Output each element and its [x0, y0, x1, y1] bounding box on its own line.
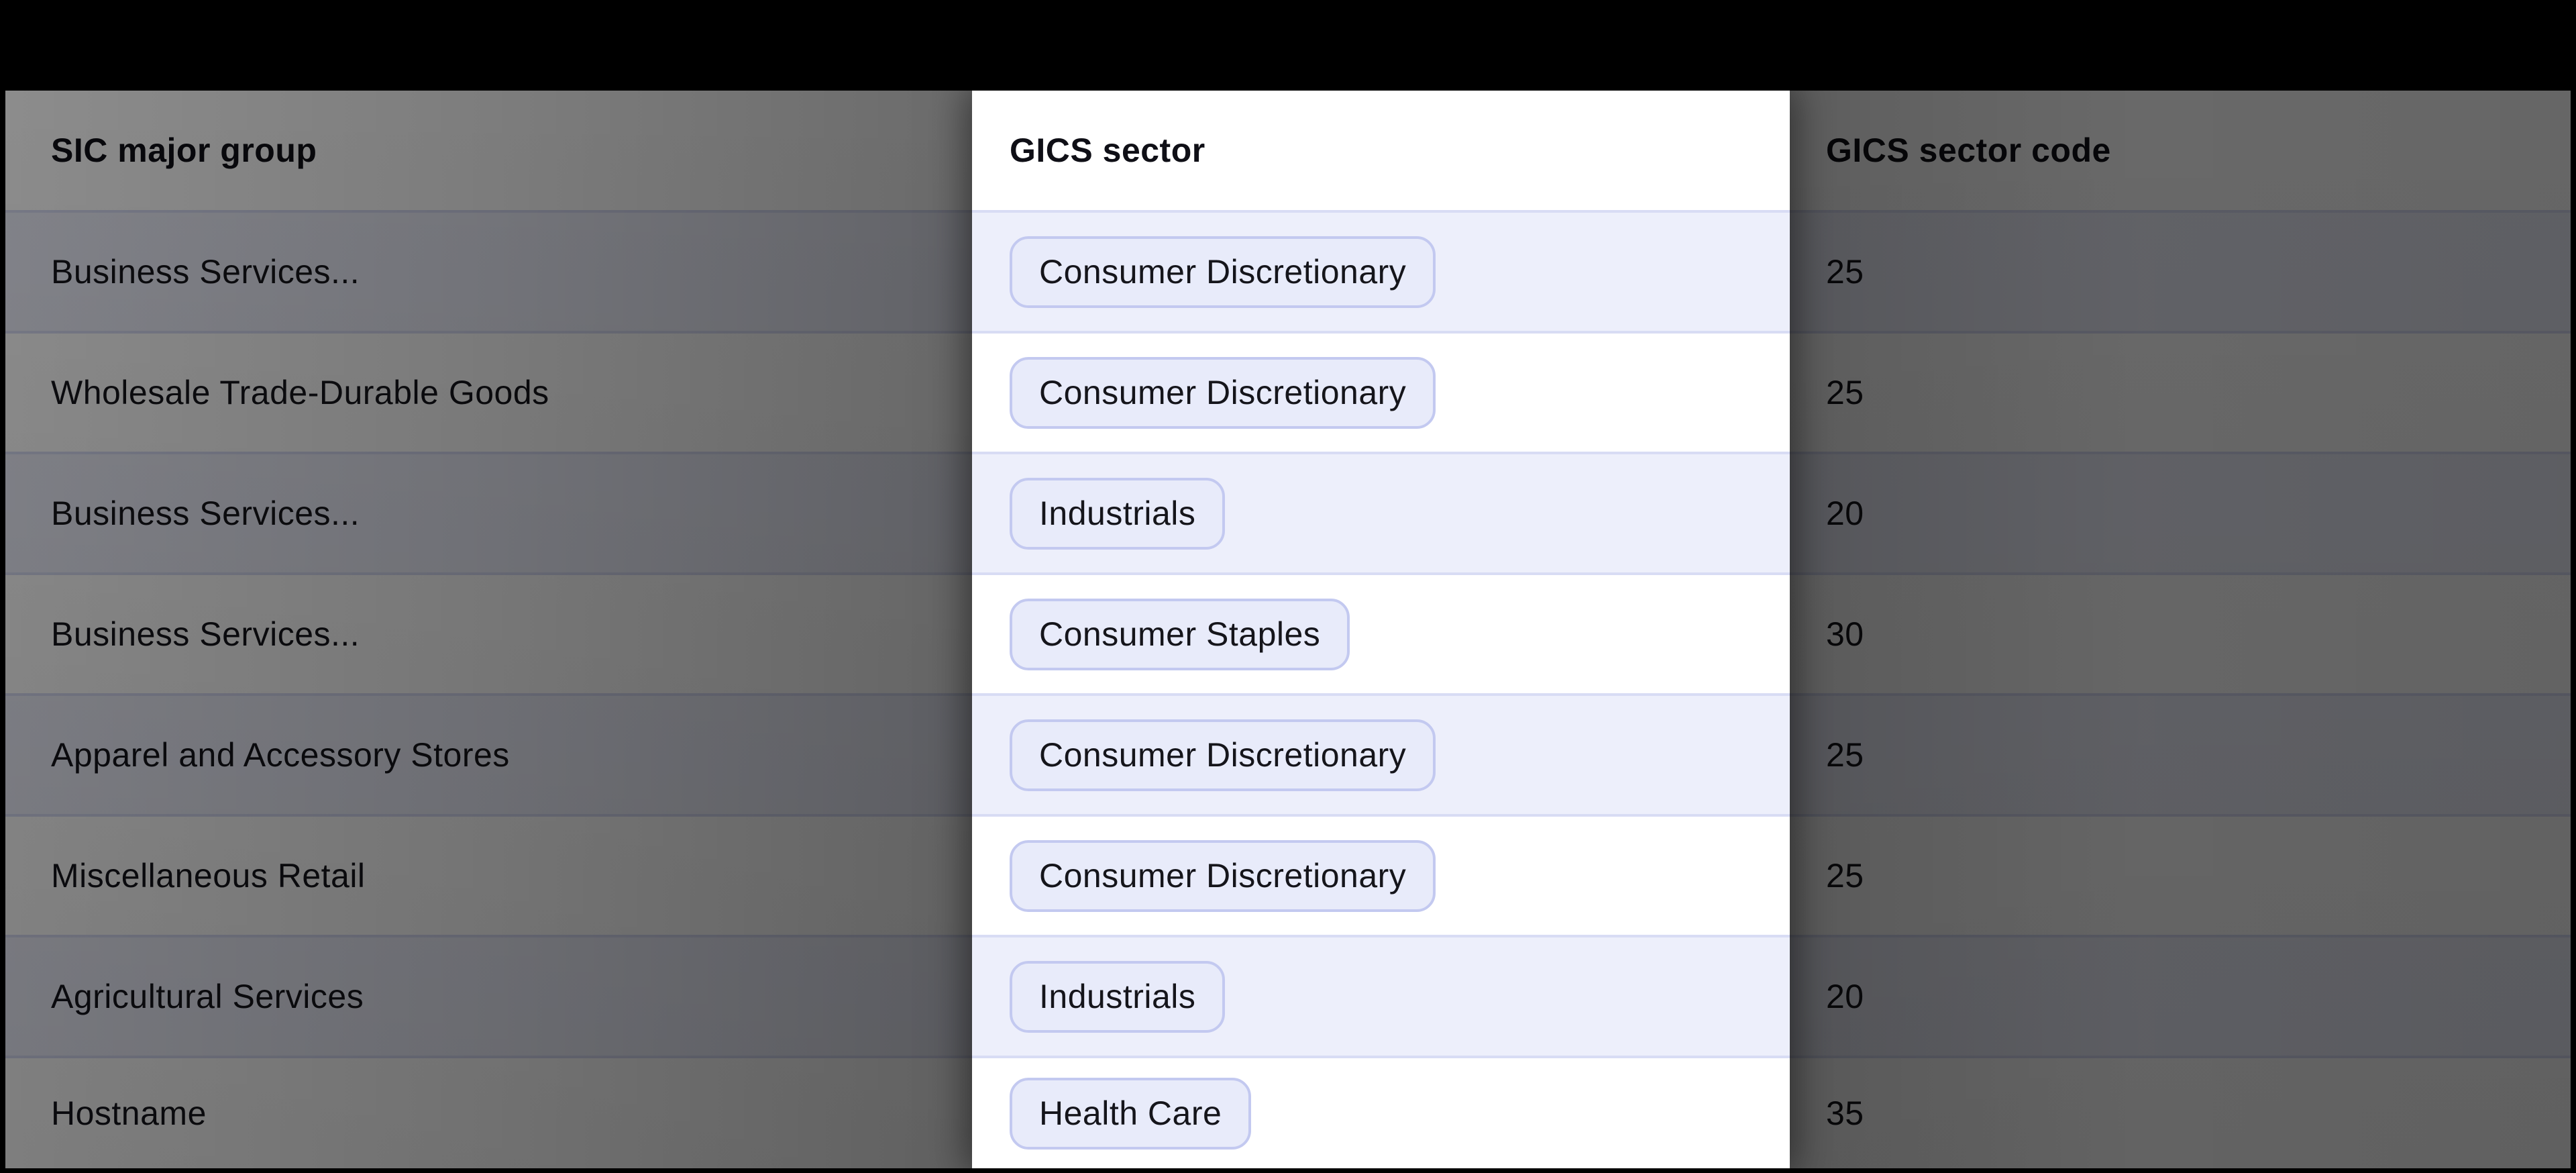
gics-sector-code-cell: 25 — [1826, 374, 1864, 411]
gics-sector-code-cell: 20 — [1826, 978, 1864, 1015]
sic-major-group-cell: Wholesale Trade-Durable Goods — [51, 374, 549, 411]
sic-gics-mapping-table: SIC major group GICS sector GICS sector … — [5, 91, 2571, 1168]
gics-sector-cell: Consumer Staples — [972, 575, 1790, 693]
gics-sector-code-cell: 20 — [1826, 495, 1864, 532]
gics-sector-code-cell: 25 — [1826, 857, 1864, 895]
sic-major-group-cell: Hostname — [51, 1094, 207, 1132]
sic-major-group-cell: Miscellaneous Retail — [51, 857, 366, 895]
gics-sector-chip[interactable]: Consumer Discretionary — [1010, 719, 1436, 791]
gics-sector-code-cell: 25 — [1826, 253, 1864, 291]
gics-sector-cell: Consumer Discretionary — [972, 334, 1790, 452]
table-row: Business Services... Industrials 20 — [5, 454, 2571, 575]
table-row: Business Services... Consumer Staples 30 — [5, 575, 2571, 696]
gics-sector-chip[interactable]: Industrials — [1010, 477, 1226, 550]
gics-sector-code-cell: 30 — [1826, 615, 1864, 653]
column-header-sic-major-group: SIC major group — [51, 132, 317, 169]
table-row: Hostname Health Care 35 — [5, 1058, 2571, 1168]
table-row: Wholesale Trade-Durable Goods Consumer D… — [5, 334, 2571, 454]
gics-sector-cell: Consumer Discretionary — [972, 696, 1790, 814]
gics-sector-code-cell: 25 — [1826, 736, 1864, 774]
table-row: Miscellaneous Retail Consumer Discretion… — [5, 817, 2571, 937]
gics-sector-chip[interactable]: Industrials — [1010, 960, 1226, 1033]
gics-sector-code-cell: 35 — [1826, 1094, 1864, 1132]
gics-sector-cell: Consumer Discretionary — [972, 817, 1790, 935]
gics-sector-cell: Industrials — [972, 937, 1790, 1056]
table-header-row: SIC major group GICS sector GICS sector … — [5, 91, 2571, 213]
table-row: Agricultural Services Industrials 20 — [5, 937, 2571, 1058]
table-row: Apparel and Accessory Stores Consumer Di… — [5, 696, 2571, 817]
gics-sector-cell: Health Care — [972, 1058, 1790, 1168]
gics-sector-cell: Industrials — [972, 454, 1790, 572]
sic-major-group-cell: Agricultural Services — [51, 978, 364, 1015]
gics-sector-chip[interactable]: Consumer Discretionary — [1010, 356, 1436, 429]
table-row: Business Services... Consumer Discretion… — [5, 213, 2571, 334]
gics-sector-chip[interactable]: Consumer Staples — [1010, 598, 1350, 670]
gics-sector-chip[interactable]: Health Care — [1010, 1077, 1252, 1150]
sic-major-group-cell: Business Services... — [51, 253, 360, 291]
gics-sector-chip[interactable]: Consumer Discretionary — [1010, 236, 1436, 308]
gics-sector-chip[interactable]: Consumer Discretionary — [1010, 839, 1436, 912]
gics-sector-cell: Consumer Discretionary — [972, 213, 1790, 331]
sic-major-group-cell: Apparel and Accessory Stores — [51, 736, 510, 774]
column-header-gics-sector: GICS sector — [1010, 132, 1205, 169]
sic-major-group-cell: Business Services... — [51, 495, 360, 532]
sic-major-group-cell: Business Services... — [51, 615, 360, 653]
column-header-gics-sector-code: GICS sector code — [1826, 132, 2111, 169]
